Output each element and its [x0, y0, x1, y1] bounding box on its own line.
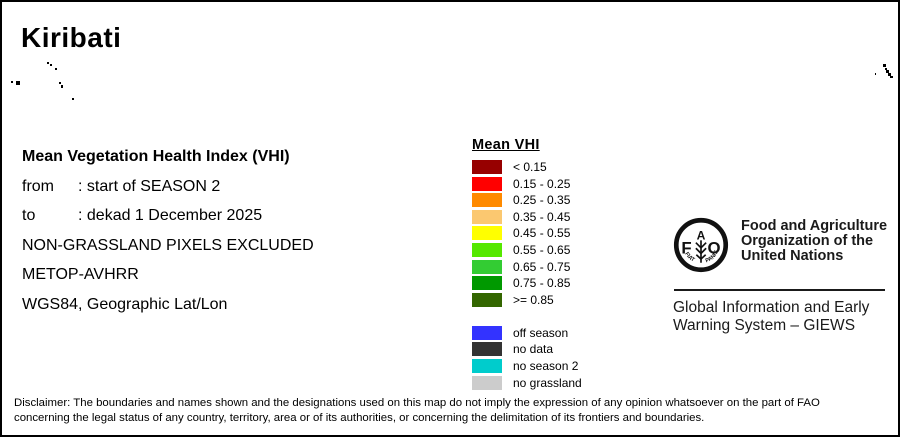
legend-swatch — [472, 292, 502, 307]
legend-label: 0.55 - 0.65 — [513, 242, 571, 257]
org-divider-line — [674, 289, 885, 291]
fao-letter-a: A — [697, 228, 706, 242]
legend: Mean VHI < 0.15 0.15 - 0.25 0.25 - 0.35 … — [472, 137, 582, 392]
legend-row: no grassland — [472, 375, 582, 390]
page-title: Kiribati — [21, 22, 122, 53]
legend-label: 0.65 - 0.75 — [513, 259, 571, 274]
legend-row: 0.55 - 0.65 — [472, 242, 582, 257]
legend-swatch — [472, 358, 502, 373]
island-dot — [59, 82, 61, 84]
legend-vhi-classes: < 0.15 0.15 - 0.25 0.25 - 0.35 0.35 - 0.… — [472, 160, 582, 307]
metadata-to-line: to : dekad 1 December 2025 — [22, 201, 314, 231]
disclaimer-line: Disclaimer: The boundaries and names sho… — [14, 397, 820, 409]
island-dot — [50, 64, 52, 66]
disclaimer: Disclaimer: The boundaries and names sho… — [14, 396, 820, 426]
legend-label: 0.75 - 0.85 — [513, 276, 571, 291]
legend-row: 0.65 - 0.75 — [472, 259, 582, 274]
legend-label: off season — [513, 325, 569, 340]
to-value: : dekad 1 December 2025 — [78, 207, 263, 225]
giews-line: Global Information and Early — [673, 299, 870, 316]
legend-swatch — [472, 259, 502, 274]
from-label: from — [22, 177, 54, 195]
legend-row: >= 0.85 — [472, 292, 582, 307]
to-label: to — [22, 207, 36, 225]
legend-swatch — [472, 325, 502, 340]
metadata-note-projection: WGS84, Geographic Lat/Lon — [22, 295, 228, 313]
island-dot — [883, 64, 886, 67]
legend-swatch — [472, 193, 502, 208]
island-dot — [61, 85, 63, 88]
metadata-heading: Mean Vegetation Health Index (VHI) — [22, 148, 290, 165]
org-name-line: Organization of the — [741, 233, 874, 250]
island-dot — [47, 62, 49, 64]
metadata-note-pixels: NON-GRASSLAND PIXELS EXCLUDED — [22, 236, 314, 254]
disclaimer-line: concerning the legal status of any count… — [14, 412, 705, 424]
giews-line: Warning System – GIEWS — [673, 316, 856, 334]
legend-label: no grassland — [513, 375, 582, 390]
island-dot — [885, 68, 887, 70]
legend-row: 0.35 - 0.45 — [472, 209, 582, 224]
legend-label: 0.35 - 0.45 — [513, 209, 571, 224]
legend-swatch — [472, 242, 502, 257]
legend-swatch — [472, 375, 502, 390]
fao-letter-o: O — [708, 238, 721, 257]
legend-swatch — [472, 209, 502, 224]
legend-row: no season 2 — [472, 358, 582, 373]
legend-row: 0.15 - 0.25 — [472, 176, 582, 191]
metadata-from-line: from : start of SEASON 2 — [22, 172, 314, 202]
legend-swatch — [472, 276, 502, 291]
metadata-note-sensor: METOP-AVHRR — [22, 266, 139, 284]
legend-row: 0.45 - 0.55 — [472, 226, 582, 241]
org-name-block: Food and Agriculture Organization of the… — [741, 218, 888, 265]
legend-extra-classes: off season no data no season 2 no grassl… — [472, 325, 582, 390]
legend-label: 0.15 - 0.25 — [513, 176, 571, 191]
island-dot — [886, 70, 889, 73]
legend-title: Mean VHI — [472, 137, 540, 153]
island-dot — [890, 76, 893, 78]
island-dot — [11, 81, 13, 83]
wheat-ear-glyph — [695, 240, 707, 263]
legend-swatch — [472, 226, 502, 241]
legend-row: 0.25 - 0.35 — [472, 193, 582, 208]
island-dot — [72, 98, 74, 100]
legend-label: 0.45 - 0.55 — [513, 226, 571, 241]
island-dot — [16, 81, 20, 85]
legend-label: 0.25 - 0.35 — [513, 193, 571, 208]
island-dot — [55, 68, 57, 70]
fao-logo-icon: F A O FIAT PANIS — [673, 217, 729, 273]
legend-swatch — [472, 160, 502, 174]
legend-row: no data — [472, 342, 582, 357]
legend-row: 0.75 - 0.85 — [472, 276, 582, 291]
legend-label: no data — [513, 342, 554, 357]
fao-letter-f: F — [681, 238, 691, 257]
island-dot — [875, 73, 876, 75]
legend-row: off season — [472, 325, 582, 340]
map-metadata-block: Mean Vegetation Health Index (VHI) from:… — [22, 142, 314, 320]
org-name-line: United Nations — [741, 248, 844, 265]
legend-label: >= 0.85 — [513, 292, 554, 307]
island-dot — [888, 73, 891, 76]
giews-block: Global Information and Early Warning Sys… — [673, 299, 869, 334]
legend-label: < 0.15 — [513, 160, 547, 174]
org-name-line: Food and Agriculture — [741, 218, 888, 234]
legend-row: < 0.15 — [472, 160, 582, 174]
from-value: : start of SEASON 2 — [78, 177, 221, 195]
legend-label: no season 2 — [513, 358, 579, 373]
legend-swatch — [472, 176, 502, 191]
legend-swatch — [472, 342, 502, 357]
